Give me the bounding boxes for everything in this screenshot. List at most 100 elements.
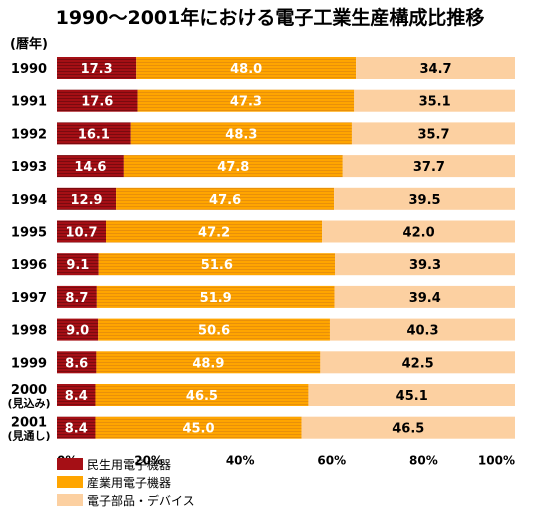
data-label-3-1995: 42.0 (403, 226, 435, 241)
data-label-2-1996: 51.6 (201, 258, 233, 273)
bar-segment-2-1998 (98, 318, 330, 341)
bar-segment-2-1992 (130, 122, 352, 145)
data-label-1-1997: 8.7 (65, 291, 88, 306)
bar-segment-1-1999 (57, 351, 97, 374)
data-label-3-1990: 34.7 (420, 62, 452, 77)
bar-segment-2-1990 (136, 57, 357, 79)
bar-segment-2-1997 (96, 285, 335, 308)
bar-segment-1-1997 (57, 285, 97, 308)
data-label-3-1996: 39.3 (409, 258, 441, 273)
bar-segment-3-1996 (335, 253, 515, 276)
y-axis-label-1999: 1999 (11, 356, 47, 371)
bars-layer: 1990 17.3 48.0 34.7 1991 17.6 47.3 35.1 1992 16.1… (7, 57, 515, 443)
data-label-3-1999: 42.5 (402, 356, 434, 371)
bar-segment-2-1991 (137, 89, 355, 112)
legend-swatch-3 (57, 494, 83, 506)
data-label-3-1992: 35.7 (417, 127, 449, 142)
bar-segment-1-1995 (57, 220, 107, 243)
data-label-1-1992: 16.1 (78, 127, 110, 142)
bar-segment-1-1998 (57, 318, 99, 341)
bar-segment-2-2001 (95, 416, 302, 439)
x-axis-tick-3: 60% (317, 453, 346, 467)
bar-segment-1-1990 (57, 57, 137, 79)
data-label-3-1998: 40.3 (406, 324, 438, 339)
data-label-1-1994: 12.9 (71, 193, 103, 208)
bar-segment-3-1994 (334, 187, 515, 210)
bar-segment-3-1999 (320, 351, 515, 374)
bar-segment-3-2000 (308, 384, 515, 406)
data-label-1-1993: 14.6 (74, 160, 106, 175)
y-axis-label-1993: 1993 (11, 160, 47, 175)
data-label-2-1991: 47.3 (230, 95, 262, 110)
bar-segment-3-1993 (342, 155, 515, 178)
data-label-3-1993: 37.7 (413, 160, 445, 175)
bar-segment-2-1999 (96, 351, 321, 374)
data-label-3-2001: 46.5 (392, 422, 424, 437)
bar-segment-3-1990 (356, 57, 515, 79)
y-axis-label-1997: 1997 (11, 291, 47, 306)
y-axis-sublabel-2000: (見込み) (7, 396, 50, 410)
x-axis-tick-4: 80% (409, 453, 438, 467)
y-axis-sublabel-2001: (見通し) (7, 430, 50, 443)
y-axis-unit-label: (暦年) (10, 36, 48, 52)
bar-segment-2-1995 (106, 220, 323, 243)
bar-segment-1-2001 (57, 416, 96, 439)
data-label-2-1999: 48.9 (192, 356, 224, 371)
bar-segment-3-1991 (354, 89, 515, 112)
data-label-2-1997: 51.9 (200, 291, 232, 306)
data-label-2-2000: 46.5 (186, 389, 218, 404)
bar-segment-3-1992 (351, 122, 515, 145)
bar-segment-1-1991 (57, 89, 138, 112)
data-label-3-1991: 35.1 (419, 95, 451, 110)
data-label-3-1994: 39.5 (409, 193, 441, 208)
bar-segment-3-1997 (334, 285, 515, 308)
chart-title: 1990～2001年における電子工業生産構成比推移 (56, 6, 485, 29)
bar-segment-2-1993 (123, 155, 343, 178)
data-label-1-1991: 17.6 (81, 95, 113, 110)
data-label-1-1996: 9.1 (66, 258, 89, 273)
y-axis-label-1991: 1991 (11, 95, 47, 110)
y-axis-label-2000: 2000 (11, 383, 47, 398)
data-label-2-1993: 47.8 (217, 160, 249, 175)
y-axis-label-1992: 1992 (11, 127, 47, 142)
data-label-1-1998: 9.0 (66, 324, 89, 339)
data-label-2-1990: 48.0 (230, 62, 262, 77)
data-label-2-1994: 47.6 (209, 193, 241, 208)
y-axis-label-1990: 1990 (11, 62, 47, 77)
data-label-3-1997: 39.4 (409, 291, 441, 306)
bar-segment-2-1996 (98, 253, 336, 276)
data-label-1-1990: 17.3 (81, 62, 113, 77)
y-axis-label-1996: 1996 (11, 258, 47, 273)
bar-segment-2-2000 (95, 384, 309, 406)
x-axis-tick-5: 100% (478, 453, 515, 467)
y-axis-label-1994: 1994 (11, 193, 47, 208)
legend-label-2: 産業用電子機器 (87, 475, 171, 490)
legend-label-3: 電子部品・デバイス (87, 493, 195, 508)
bar-segment-3-1995 (322, 220, 515, 243)
bar-segment-3-2001 (301, 416, 515, 439)
data-label-2-1998: 50.6 (198, 324, 230, 339)
x-axis-tick-2: 40% (226, 453, 255, 467)
bar-segment-1-1992 (57, 122, 131, 145)
legend-label-1: 民生用電子機器 (87, 457, 171, 472)
data-label-1-2000: 8.4 (65, 389, 88, 404)
x-axis-tick-1: 20% (134, 453, 163, 467)
data-label-3-2000: 45.1 (396, 389, 428, 404)
y-axis-label-1995: 1995 (11, 226, 47, 241)
data-label-2-1992: 48.3 (225, 127, 257, 142)
bar-segment-1-1996 (57, 253, 99, 276)
bar-segment-1-1994 (57, 187, 117, 210)
y-axis-label-1998: 1998 (11, 324, 47, 339)
bar-segment-2-1994 (116, 187, 335, 210)
data-label-2-1995: 47.2 (198, 226, 230, 241)
y-axis-label-2001: 2001 (11, 416, 47, 431)
legend-swatch-1 (57, 458, 83, 470)
data-label-1-2001: 8.4 (65, 422, 88, 437)
data-label-1-1999: 8.6 (65, 356, 88, 371)
data-label-1-1995: 10.7 (65, 226, 97, 241)
legend-swatch-2 (57, 476, 83, 488)
bar-segment-1-1993 (57, 155, 124, 178)
